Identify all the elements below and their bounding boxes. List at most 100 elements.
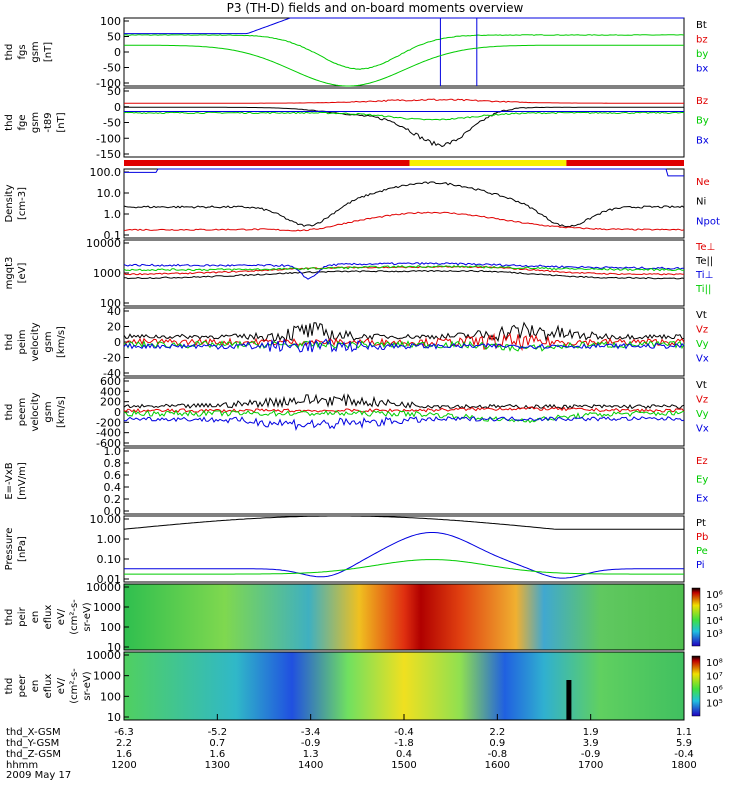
xaxis-value: 0.7 [209,738,225,749]
ytick-label: 0.10 [97,553,122,566]
legend-Vt: Vt [696,310,707,321]
ylabel-p4: mgqt3 [4,257,15,290]
ytick-label: -40 [103,367,121,380]
ylabel-p9: en [30,611,41,624]
colorbar-label: 10⁵ [706,603,723,614]
ytick-label: -50 [103,62,121,75]
xaxis-value: 1200 [111,760,136,771]
ylabel-p1: gsm [30,41,41,62]
ytick-label: -50 [103,117,121,130]
ytick-label: 1000 [93,670,121,683]
xaxis-value: 1300 [205,760,230,771]
ylabel-p3: [cm-3] [17,187,28,220]
ylabel-p9: peir [17,606,28,626]
panel-frame-p9 [123,583,685,651]
ylabel-p3: Density [4,184,15,222]
legend-Bt: Bt [696,20,707,31]
colorbar-p10 [691,655,701,717]
ytick-label: 50 [107,85,121,98]
ytick-label: 1.0 [104,445,122,458]
ytick-label: -100 [96,132,121,145]
colorbar-label: 10⁵ [706,699,723,710]
xaxis-row-label: thd_Y-GSM [6,738,59,749]
legend-Bz: Bz [696,96,708,107]
ytick-label: 0.4 [104,481,122,494]
legend-Vz: Vz [696,395,708,406]
series-Bz [124,98,684,104]
ytick-label: 100 [100,297,121,310]
ylabel-p6: peem [17,398,28,426]
ylabel-p4: [eV] [17,263,28,284]
ylabel-p5: [km/s] [56,326,67,358]
legend-Pe: Pe [696,546,708,557]
legend-Ne: Ne [696,177,710,188]
xaxis-value: -6.3 [114,727,134,738]
ylabel-p9: eV/ [56,608,67,625]
xaxis-value: 1500 [391,760,416,771]
xaxis-value: -0.4 [394,727,414,738]
legend-by: by [696,49,708,60]
ytick-label: 0 [114,101,121,114]
ytick-label: -20 [103,352,121,365]
ylabel-p9: eflux [43,605,54,630]
ytick-label: 0.6 [104,469,122,482]
ytick-label: 400 [100,385,121,398]
legend-By: By [696,116,709,127]
series-Ne [123,211,685,232]
xaxis-value: 1700 [578,760,603,771]
spectrogram-p10 [124,652,684,720]
chart-title: P3 (TH-D) fields and on-board moments ov… [226,1,524,15]
ylabel-p6: thd [4,404,15,421]
ylabel-p2: -t89 [43,112,54,132]
ylabel-p7: [mV/m] [17,462,28,500]
xaxis-value: -0.4 [674,749,694,760]
legend-Vy: Vy [696,409,709,420]
legend-Ni: Ni [696,197,706,208]
xaxis-value: -0.9 [581,749,601,760]
panel-frame-p7 [123,447,685,515]
ylabel-p5: gsm [43,331,54,352]
panel-frame-p1 [123,17,685,87]
colorbar-label: 10³ [706,629,723,640]
xaxis-value: 2.2 [116,738,132,749]
ytick-label: 1000 [93,267,121,280]
legend-Te||: Te|| [695,256,713,267]
xaxis-value: 1.3 [303,749,319,760]
ytick-label: 100.0 [90,166,122,179]
ytick-label: 0.1 [104,229,122,242]
xaxis-value: 3.9 [583,738,599,749]
colorbar-label: 10⁸ [706,658,723,669]
ytick-label: -600 [96,437,121,450]
legend-Bx: Bx [696,135,709,146]
xaxis-value: 1600 [485,760,510,771]
series-By [123,111,685,121]
spectrogram-p9 [124,584,684,650]
series-Ni [123,181,685,228]
legend-bx: bx [696,64,708,75]
ylabel-p6: velocity [30,392,41,431]
ylabel-p8: [nPa] [17,536,28,562]
ytick-label: 50 [107,31,121,44]
legend-bz: bz [696,35,708,46]
ytick-label: 1.0 [104,208,122,221]
series-Vx-e [123,416,685,432]
ytick-label: 40 [107,305,121,318]
legend-Vt: Vt [696,380,707,391]
ytick-label: 1.00 [97,533,122,546]
ytick-label: 10 [107,711,121,724]
xaxis-value: 1.6 [116,749,132,760]
legend-Te⊥: Te⊥ [695,242,715,253]
series-Vt-i [123,321,685,343]
ylabel-p10: peer [17,674,28,698]
ytick-label: 0 [114,406,121,419]
ytick-label: -100 [96,77,121,90]
ytick-label: 10.0 [97,187,122,200]
series-Vx-i [123,338,685,353]
xaxis-row-label: hhmm [6,760,38,771]
colorbar-p9 [691,587,701,647]
ytick-label: 600 [100,375,121,388]
ylabel-p1: fgs [17,44,28,59]
series-Vz-i [123,332,685,352]
ytick-label: -150 [96,148,121,161]
